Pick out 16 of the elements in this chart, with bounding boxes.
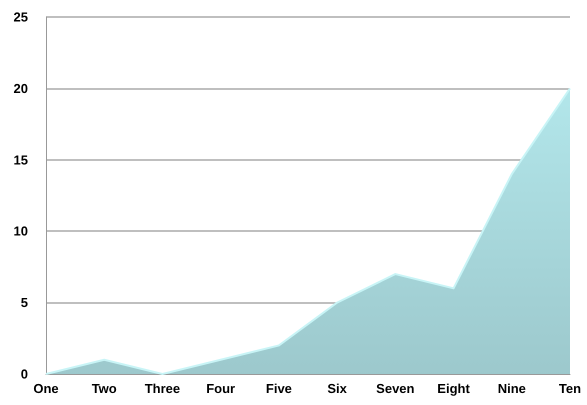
- y-tick-label: 20: [14, 80, 28, 96]
- y-tick-label: 25: [14, 10, 28, 24]
- y-tick-label: 0: [20, 366, 28, 382]
- x-tick-label: Ten: [558, 381, 582, 396]
- y-tick-label: 5: [20, 295, 28, 310]
- x-tick-label: One: [33, 381, 59, 396]
- x-tick-label: Six: [327, 381, 348, 396]
- x-tick-label: Two: [92, 381, 117, 396]
- x-tick-label: Eight: [437, 381, 470, 396]
- x-tick-label: Three: [144, 381, 180, 396]
- x-tick-label: Five: [266, 381, 292, 396]
- y-tick-label: 10: [14, 224, 28, 239]
- x-tick-label: Nine: [498, 381, 526, 396]
- x-tick-label: Seven: [376, 381, 415, 396]
- y-tick-label: 15: [14, 152, 28, 168]
- x-tick-label: Four: [206, 381, 236, 396]
